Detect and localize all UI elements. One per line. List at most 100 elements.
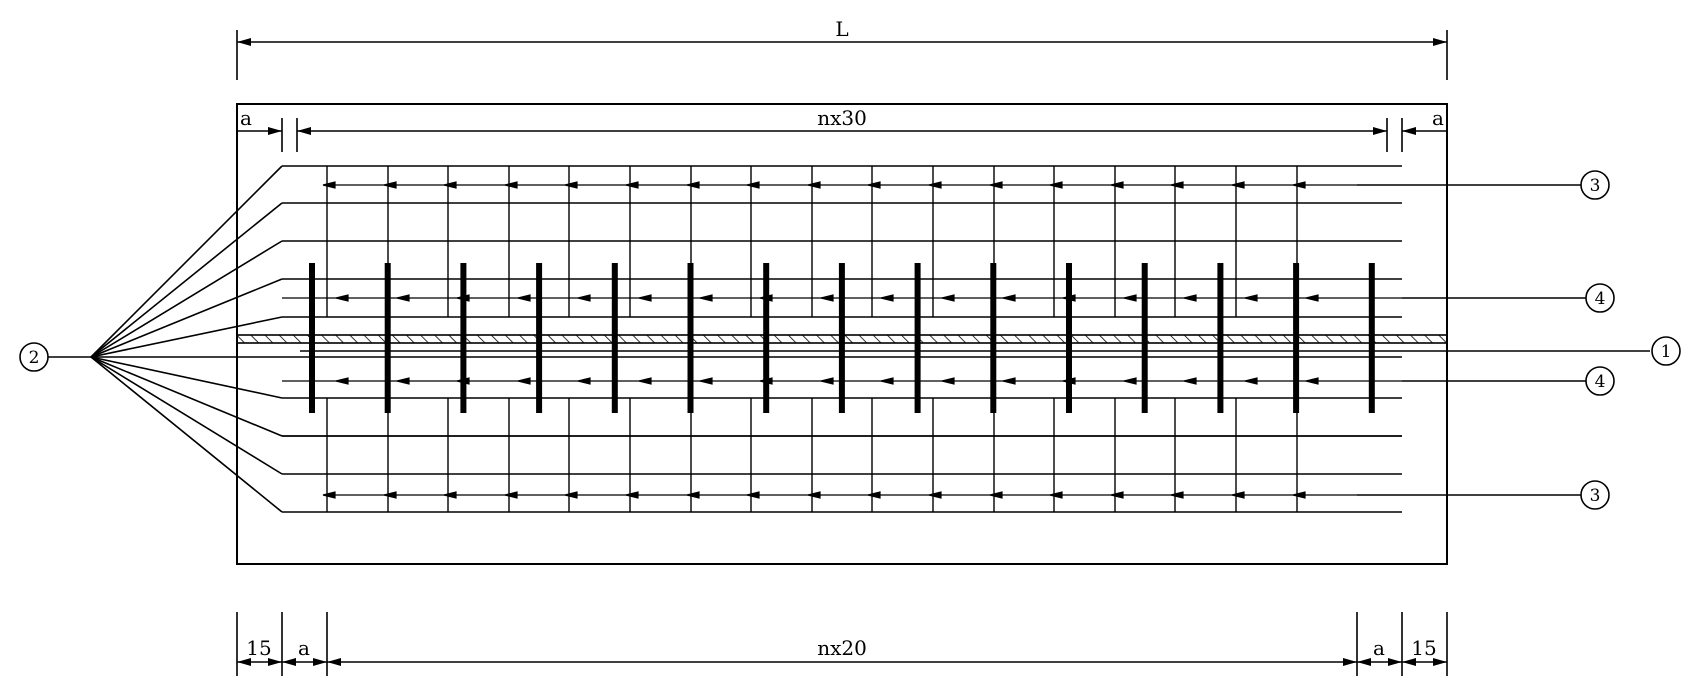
stirrup-arrow — [1244, 377, 1258, 385]
callout-4-upper: 4 — [1585, 283, 1615, 313]
stirrup-arrow — [625, 181, 639, 189]
fan-bar — [90, 202, 283, 358]
stirrup-arrow — [880, 294, 894, 302]
stirrup-arrow — [504, 181, 518, 189]
stirrup-arrow — [820, 294, 834, 302]
stirrup-arrow — [928, 491, 942, 499]
stirrup-arrow — [396, 294, 410, 302]
stirrup-arrow — [1170, 181, 1184, 189]
stirrup-arrow — [928, 181, 942, 189]
anchor-plate — [309, 263, 315, 413]
callout-1: 1 — [1651, 336, 1681, 366]
stirrup-arrow — [517, 377, 531, 385]
dim-spacing-bottom: nx20 — [817, 636, 867, 660]
slab-outline — [236, 103, 1448, 565]
stirrup-arrow — [807, 181, 821, 189]
callout-4-lower-label: 4 — [1595, 372, 1606, 392]
fan-bar — [90, 240, 283, 358]
stirrup-arrow — [577, 377, 591, 385]
callout-3-top-label: 3 — [1590, 176, 1601, 196]
mesh-grid — [282, 166, 1402, 512]
stirrup-arrow — [1110, 491, 1124, 499]
anchor-plate — [1293, 263, 1300, 413]
stirrup-arrow — [517, 294, 531, 302]
stirrup-arrow — [686, 491, 700, 499]
anchor-plate — [763, 263, 770, 413]
stirrup-arrow — [820, 377, 834, 385]
stirrup-arrow — [746, 181, 760, 189]
stirrup-arrow — [625, 491, 639, 499]
anchor-plate — [1066, 263, 1072, 413]
stirrup-arrow — [577, 294, 591, 302]
dim-cover-right: 15 — [1411, 636, 1436, 660]
stirrup-arrow — [880, 377, 894, 385]
stirrup-arrow — [443, 181, 457, 189]
stirrup-arrow — [686, 181, 700, 189]
callout-4-lower: 4 — [1585, 366, 1615, 396]
stirrup-arrow — [1231, 181, 1245, 189]
stirrup-arrow — [1049, 491, 1063, 499]
fan-bar — [90, 316, 283, 358]
stirrup-arrow — [989, 181, 1003, 189]
anchor-plate — [460, 263, 467, 413]
anchor-plate — [384, 263, 391, 413]
stirrup-arrow — [564, 491, 578, 499]
anchor-plate — [1217, 263, 1224, 413]
dimensions — [236, 30, 1448, 676]
dim-end-left-top: a — [240, 106, 252, 130]
anchor-plate — [838, 263, 845, 413]
anchor-plate — [990, 263, 997, 413]
stirrup-arrow — [941, 294, 955, 302]
stirrup-arrow — [699, 377, 713, 385]
anchor-plate — [1368, 263, 1375, 413]
fan-bar — [90, 356, 283, 399]
stirrup-arrow — [396, 377, 410, 385]
stirrup-arrow — [1123, 294, 1137, 302]
dim-cover-left: 15 — [246, 636, 271, 660]
stirrup-arrow — [746, 491, 760, 499]
fan-bar — [90, 356, 283, 437]
dim-end-right-bottom: a — [1373, 636, 1385, 660]
stirrup-arrow — [1231, 491, 1245, 499]
callout-4-upper-label: 4 — [1595, 289, 1606, 309]
stirrup-arrow — [443, 491, 457, 499]
dim-overall-length: L — [835, 17, 848, 41]
anchor-plate — [611, 263, 618, 413]
stirrup-arrow — [504, 491, 518, 499]
stirrup-arrow — [322, 491, 336, 499]
fan-bar — [90, 356, 283, 513]
stirrup-arrow — [867, 181, 881, 189]
stirrup-arrow — [1305, 377, 1319, 385]
stirrup-arrow — [1110, 181, 1124, 189]
stirrup-arrow — [1244, 294, 1258, 302]
stirrup-arrow — [383, 491, 397, 499]
fan-bar — [90, 165, 283, 358]
anchor-plate — [687, 263, 694, 413]
stirrup-arrow — [989, 491, 1003, 499]
callout-leaders — [48, 184, 1650, 496]
anchor-plate — [914, 263, 921, 413]
stirrup-arrow — [638, 377, 652, 385]
callout-3-bottom-label: 3 — [1590, 486, 1601, 506]
stirrup-arrow — [383, 181, 397, 189]
callout-1-label: 1 — [1661, 342, 1672, 362]
callout-3-top: 3 — [1580, 170, 1610, 200]
stirrup-arrow — [322, 181, 336, 189]
fan-bar — [90, 278, 283, 358]
stirrup-arrow — [335, 294, 349, 302]
stirrup-arrow — [1292, 491, 1306, 499]
anchor-plate — [536, 263, 543, 413]
stirrup-arrow — [638, 294, 652, 302]
dim-end-left-bottom: a — [298, 636, 310, 660]
stirrup-arrow — [807, 491, 821, 499]
stirrup-arrow — [1305, 294, 1319, 302]
stirrup-arrow — [1183, 294, 1197, 302]
callout-3-bottom: 3 — [1580, 480, 1610, 510]
stirrup-arrow — [699, 294, 713, 302]
dimension-arrowheads — [237, 38, 1447, 666]
dim-spacing-top: nx30 — [817, 106, 867, 130]
stirrup-arrow — [1292, 181, 1306, 189]
stirrup-arrow — [941, 377, 955, 385]
stirrup-arrow — [1002, 294, 1016, 302]
